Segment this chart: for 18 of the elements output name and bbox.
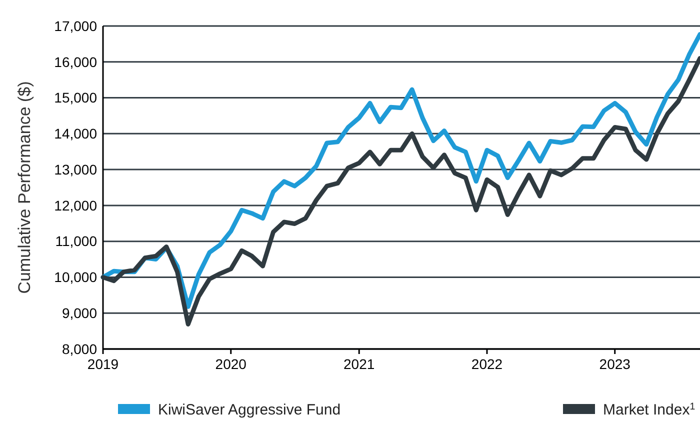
x-tick-label: 2019	[87, 356, 119, 372]
y-tick-label: 14,000	[54, 126, 98, 142]
y-tick-label: 17,000	[54, 18, 98, 34]
y-tick-label: 8,000	[62, 340, 98, 357]
x-tick-label: 2022	[471, 356, 503, 372]
y-tick-label: 12,000	[54, 197, 98, 214]
x-tick-label: 2023	[599, 356, 631, 372]
y-tick-label: 16,000	[54, 54, 98, 70]
legend-label: Market Index$^{1}$	[603, 400, 696, 418]
y-axis-title: Cumulative Performance ($)	[15, 81, 34, 294]
x-tick-label: 2021	[344, 356, 375, 372]
y-tick-label: 10,000	[54, 269, 98, 286]
y-tick-label: 15,000	[54, 90, 98, 106]
y-tick-label: 9,000	[62, 305, 98, 322]
y-tick-label: 11,000	[55, 233, 98, 250]
x-tick-label: 2020	[215, 356, 247, 372]
y-tick-label: 13,000	[54, 161, 98, 178]
legend-label: KiwiSaver Aggressive Fund	[158, 401, 341, 418]
